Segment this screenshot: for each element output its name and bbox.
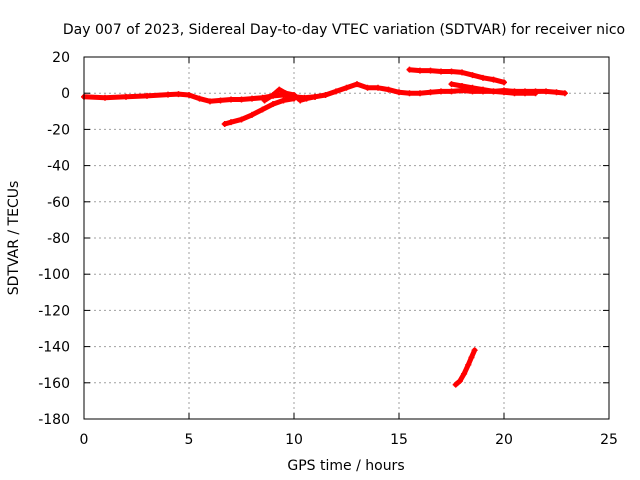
- y-tick-label: -40: [47, 159, 70, 175]
- x-tick-label: 10: [285, 432, 303, 448]
- data-point: [102, 94, 108, 101]
- y-tick-label: -100: [38, 267, 70, 283]
- data-point: [123, 93, 129, 100]
- chart-title: Day 007 of 2023, Sidereal Day-to-day VTE…: [63, 22, 625, 38]
- data-point: [375, 84, 381, 91]
- data-point: [511, 90, 518, 97]
- x-axis-ticks: 0 5 10 15 20 25: [80, 57, 618, 448]
- data-point: [532, 90, 539, 97]
- data-point: [354, 81, 360, 88]
- data-point: [259, 106, 266, 113]
- data-point: [261, 97, 268, 104]
- y-tick-label: -80: [47, 231, 70, 247]
- data-point: [417, 67, 423, 74]
- y-tick-label: -20: [47, 122, 70, 138]
- data-point: [221, 120, 228, 127]
- data-point: [186, 92, 192, 99]
- data-point: [456, 377, 463, 384]
- y-tick-label: -140: [38, 340, 70, 356]
- data-point: [322, 92, 329, 99]
- data-point: [501, 89, 507, 96]
- y-tick-label: -120: [38, 303, 70, 319]
- data-point: [438, 68, 444, 75]
- data-point: [480, 74, 486, 81]
- data-point: [282, 90, 289, 97]
- data-point: [448, 81, 455, 88]
- data-point: [144, 92, 150, 99]
- data-point: [471, 347, 478, 354]
- x-tick-label: 20: [495, 432, 513, 448]
- data-point: [480, 86, 486, 93]
- data-point: [490, 76, 497, 83]
- data-point: [427, 67, 434, 74]
- data-point: [333, 88, 339, 95]
- data-point: [249, 95, 255, 102]
- data-point: [238, 96, 245, 103]
- data-point: [343, 84, 350, 91]
- x-tick-label: 25: [600, 432, 618, 448]
- data-point: [228, 119, 234, 126]
- data-point: [175, 91, 182, 98]
- data-point: [207, 98, 213, 105]
- data-point: [448, 88, 455, 95]
- data-point: [270, 92, 276, 99]
- data-point: [417, 90, 423, 97]
- data-point: [196, 95, 203, 102]
- data-point: [249, 111, 255, 118]
- data-point: [469, 84, 476, 91]
- data-point: [270, 101, 276, 108]
- data-point: [490, 88, 497, 95]
- data-point: [561, 90, 568, 97]
- data-point: [461, 370, 468, 377]
- data-point: [459, 82, 465, 89]
- y-tick-label: -160: [38, 376, 70, 392]
- data-point: [465, 361, 472, 368]
- data-point: [276, 86, 283, 93]
- data-point: [228, 96, 234, 103]
- data-point: [165, 91, 171, 98]
- y-tick-label: 0: [61, 86, 70, 102]
- y-tick-label: 20: [52, 50, 70, 66]
- data-point: [553, 89, 560, 96]
- y-axis-label: SDTVAR / TECUs: [6, 181, 22, 296]
- data-point: [438, 88, 444, 95]
- y-tick-label: -180: [38, 412, 70, 428]
- data-point: [448, 68, 455, 75]
- series-line-upper-track: [407, 67, 507, 85]
- data-point: [522, 90, 528, 97]
- data-point: [396, 89, 402, 96]
- grid-lines: [84, 57, 609, 419]
- data-point: [312, 93, 318, 100]
- data-point: [385, 86, 392, 93]
- x-axis-label: GPS time / hours: [287, 458, 404, 474]
- data-point: [543, 88, 549, 95]
- x-tick-label: 5: [185, 432, 194, 448]
- data-point: [452, 381, 459, 388]
- data-point: [459, 69, 465, 76]
- data-point: [364, 84, 371, 91]
- data-point: [217, 97, 224, 104]
- data-point: [238, 116, 245, 123]
- data-point: [469, 72, 476, 79]
- data-point: [291, 92, 297, 99]
- data-point: [406, 66, 413, 73]
- data-point: [406, 90, 413, 97]
- data-point: [501, 79, 507, 86]
- y-tick-label: -60: [47, 195, 70, 211]
- data-point: [280, 97, 287, 104]
- data-point: [303, 95, 310, 102]
- x-tick-label: 15: [390, 432, 408, 448]
- y-axis-ticks: 20 0 -20 -40 -60 -80 -100 -120 -140 -160 -180: [38, 50, 609, 428]
- data-point: [427, 89, 434, 96]
- x-tick-label: 0: [80, 432, 89, 448]
- data-point: [468, 354, 475, 361]
- data-point: [297, 97, 304, 104]
- data-series: [81, 66, 568, 388]
